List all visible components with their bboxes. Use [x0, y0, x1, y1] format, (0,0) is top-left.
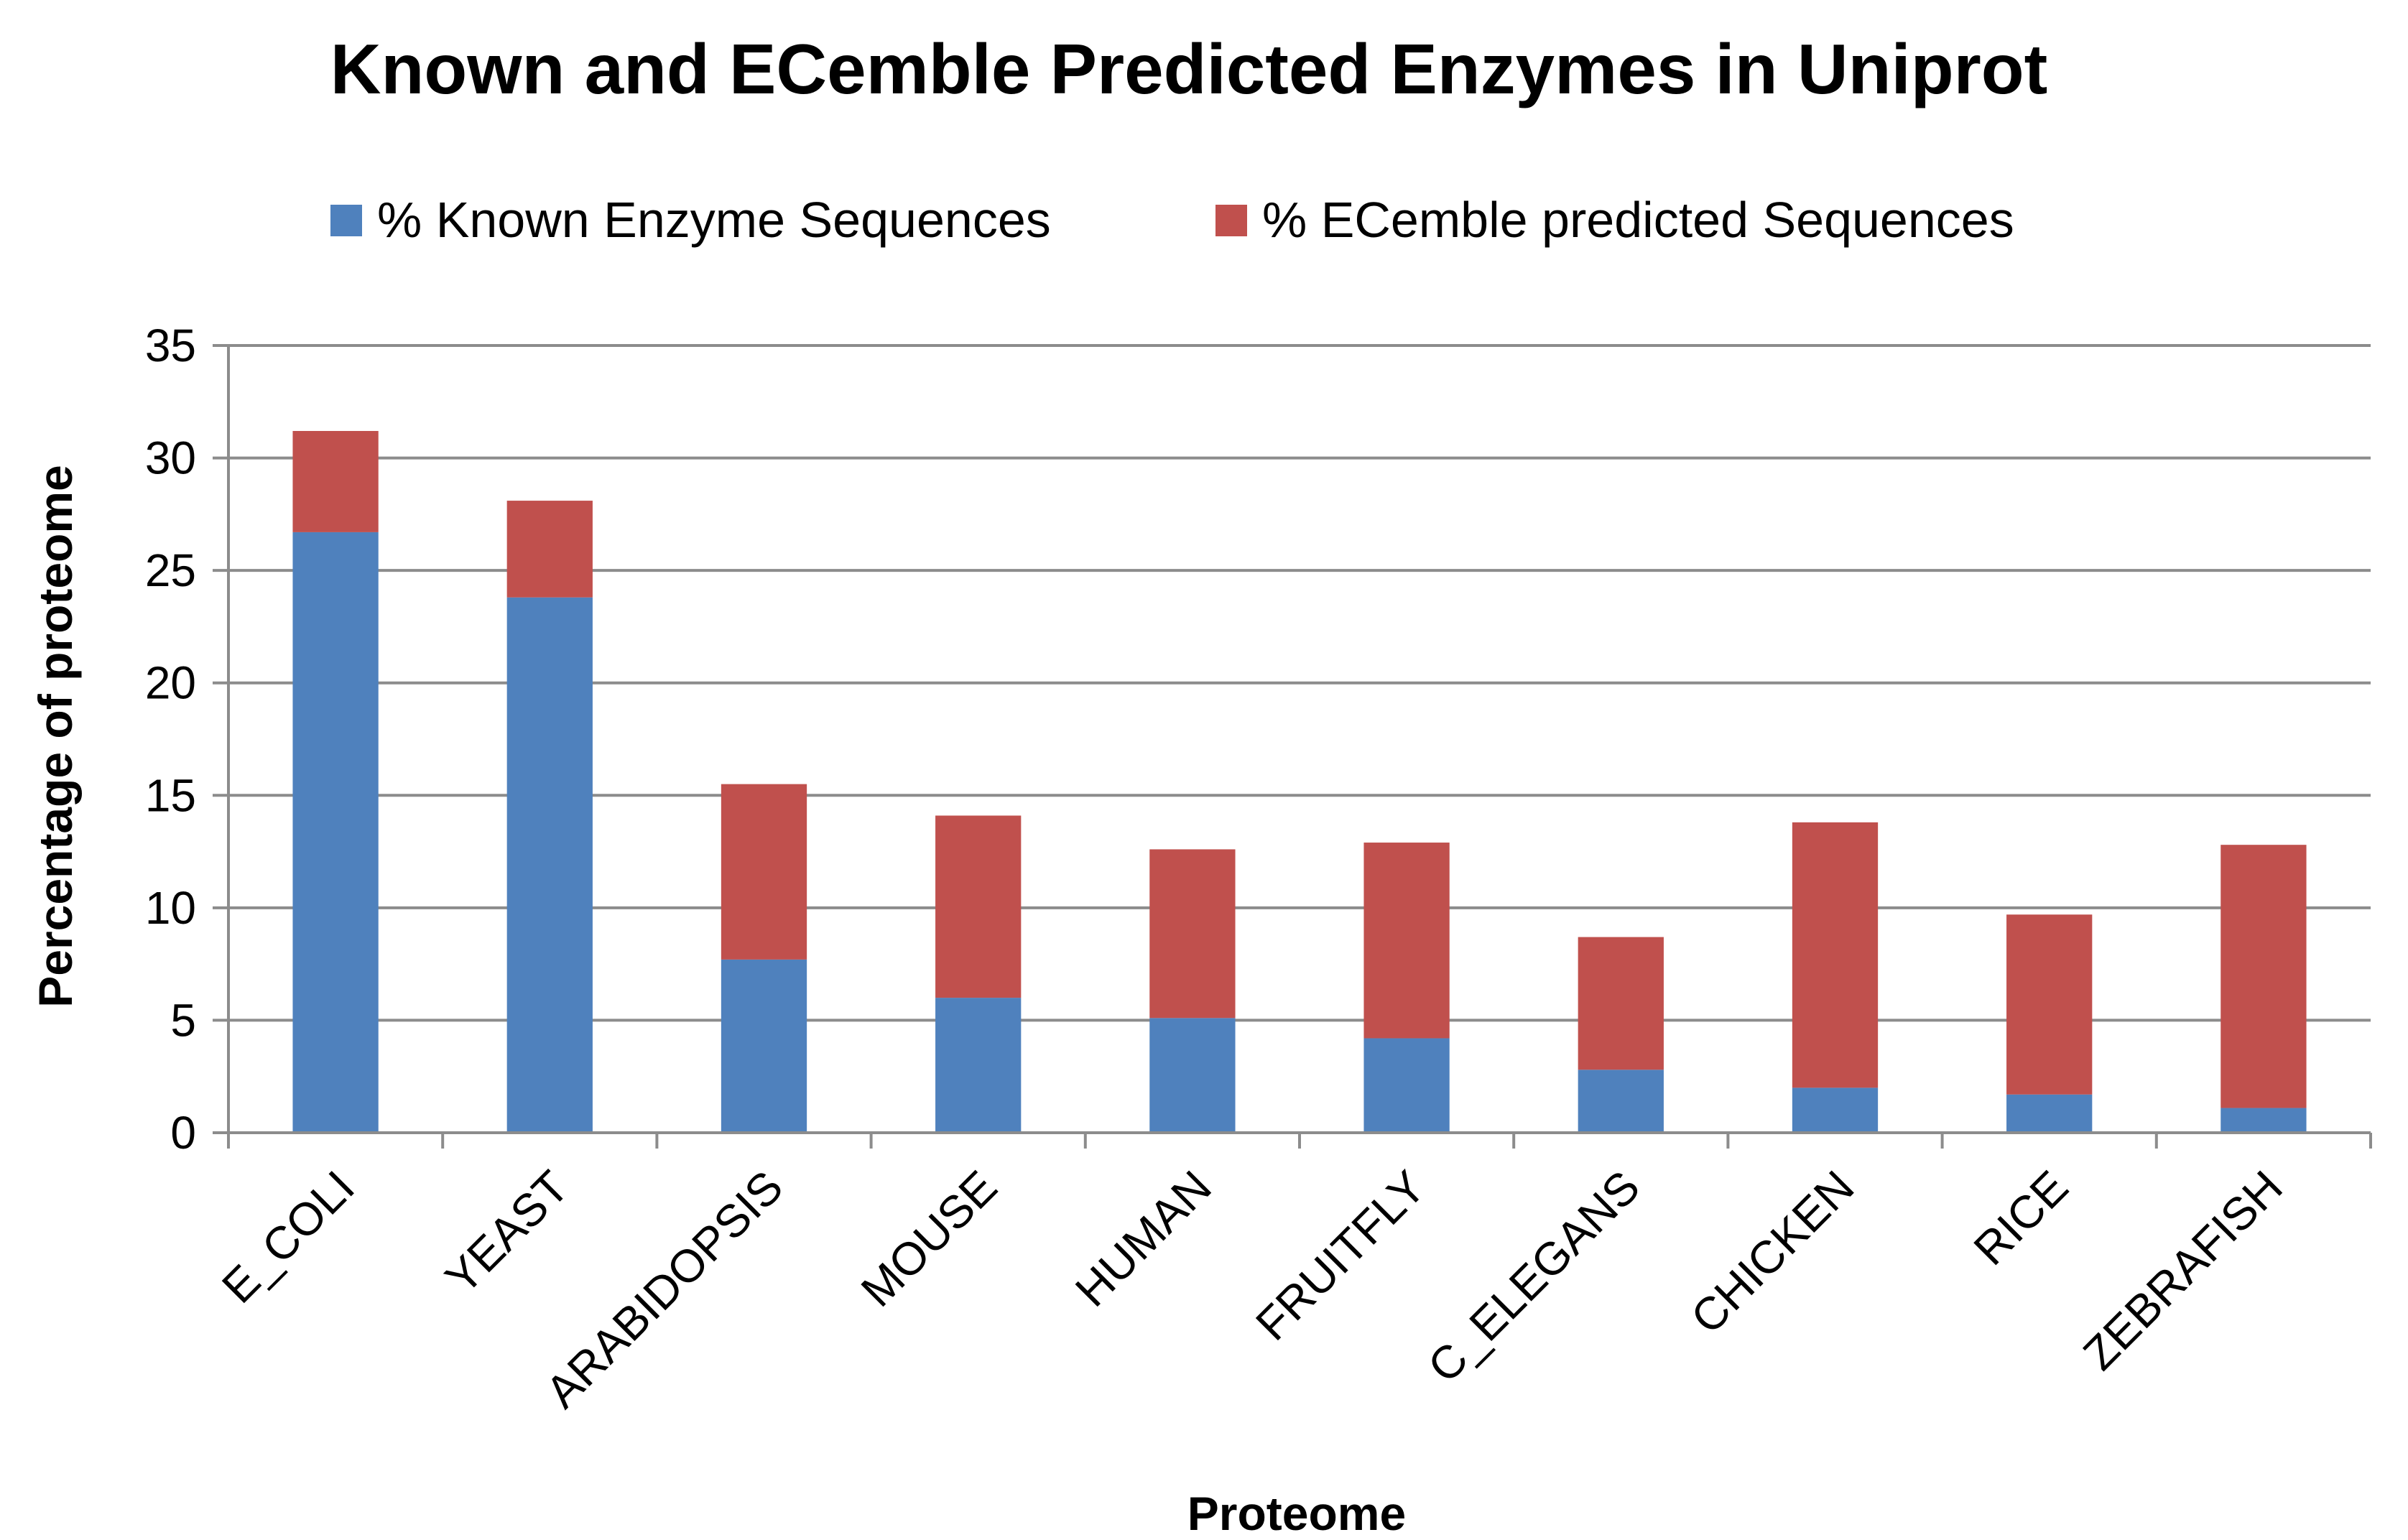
y-tick-label: 20	[145, 657, 196, 709]
bar-known-chicken	[1792, 1087, 1879, 1133]
y-tick-label: 5	[170, 994, 196, 1046]
legend-label-predicted: % ECemble predicted Sequences	[1262, 192, 2014, 248]
bar-known-yeast	[506, 597, 593, 1133]
y-axis-title: Percentage of proteome	[29, 465, 82, 1008]
y-tick-label: 25	[145, 544, 196, 596]
bar-predicted-e_coli	[292, 430, 379, 532]
bar-known-human	[1149, 1018, 1236, 1133]
x-category-label: C_ELEGANS	[1418, 1161, 1650, 1393]
bar-predicted-fruitfly	[1363, 843, 1450, 1039]
bar-known-c_elegans	[1578, 1070, 1664, 1133]
y-tick-labels: 0 5 10 15 20 25 30 35	[145, 320, 228, 1159]
chart-title: Known and ECemble Predicted Enzymes in U…	[330, 29, 2047, 108]
x-category-label: RICE	[1964, 1161, 2078, 1275]
bar-predicted-human	[1149, 849, 1236, 1019]
y-tick-label: 35	[145, 320, 196, 371]
bar-predicted-arabidopsis	[721, 784, 807, 960]
legend: % Known Enzyme Sequences % ECemble predi…	[330, 192, 2014, 248]
bar-predicted-mouse	[935, 815, 1022, 998]
x-category-label: E_COLI	[212, 1161, 364, 1313]
axes	[227, 345, 2372, 1149]
x-axis-title: Proteome	[1187, 1487, 1406, 1540]
x-category-label: ZEBRAFISH	[2073, 1161, 2292, 1380]
bar-known-arabidopsis	[721, 959, 807, 1133]
x-category-label: FRUITFLY	[1246, 1161, 1435, 1350]
y-tick-label: 30	[145, 432, 196, 484]
legend-swatch-known	[330, 205, 362, 236]
x-category-label: HUMAN	[1065, 1161, 1221, 1317]
legend-label-known: % Known Enzyme Sequences	[377, 192, 1051, 248]
bar-predicted-c_elegans	[1578, 937, 1664, 1070]
bar-predicted-chicken	[1792, 822, 1879, 1088]
bar-known-mouse	[935, 998, 1022, 1133]
bar-predicted-zebrafish	[2221, 845, 2307, 1108]
y-tick-label: 15	[145, 769, 196, 821]
bar-known-rice	[2006, 1094, 2093, 1133]
y-tick-label: 0	[170, 1107, 196, 1159]
x-category-label: CHICKEN	[1681, 1161, 1864, 1344]
bar-predicted-yeast	[506, 501, 593, 598]
x-category-label: MOUSE	[851, 1161, 1007, 1317]
bar-known-zebrafish	[2221, 1108, 2307, 1133]
bar-known-e_coli	[292, 532, 379, 1133]
y-tick-label: 10	[145, 882, 196, 934]
x-category-label: YEAST	[435, 1161, 578, 1304]
bars	[292, 430, 2307, 1133]
bar-predicted-rice	[2006, 914, 2093, 1095]
legend-swatch-predicted	[1215, 205, 1247, 236]
bar-known-fruitfly	[1363, 1038, 1450, 1133]
